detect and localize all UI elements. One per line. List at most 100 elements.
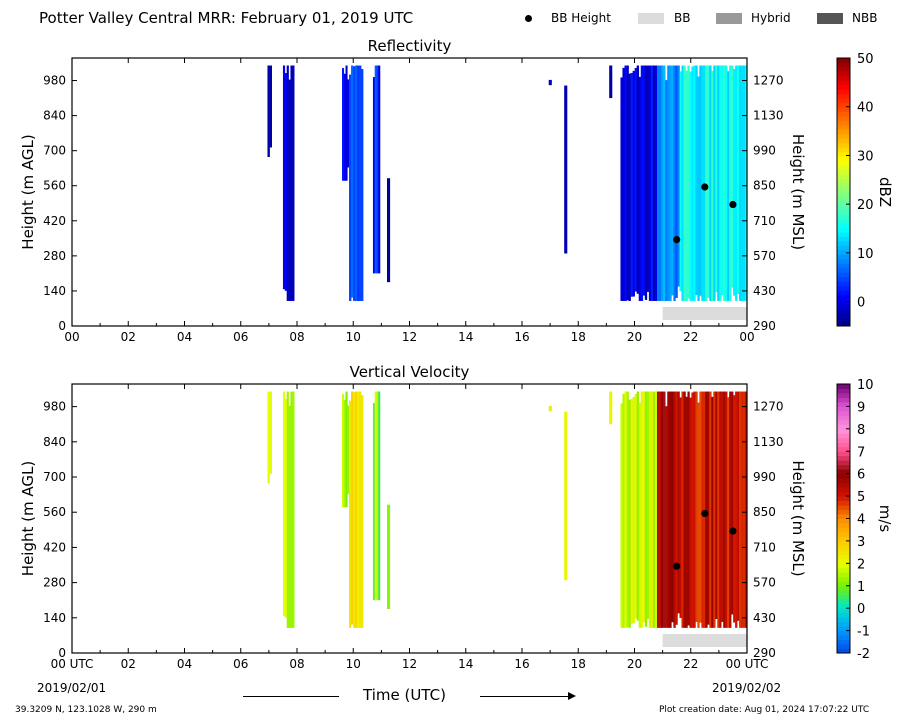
reflectivity-echo-band-10: [659, 65, 662, 301]
reflectivity-echo-band-11: [689, 71, 692, 301]
velocity-echo-band-9: [640, 391, 644, 628]
velocity-echo-band-10: [669, 391, 672, 628]
reflectivity-echo-band-2: [345, 65, 348, 181]
velocity-ytick-label-2: 280: [43, 576, 66, 590]
reflectivity-y2tick-label-6: 1130: [753, 109, 784, 123]
velocity-xtick-label-10: 20: [627, 657, 642, 671]
reflectivity-echo-band-10: [675, 65, 678, 298]
velocity-cb-tick-label-2: 0: [857, 602, 865, 617]
reflectivity-echo-band-9: [646, 65, 650, 292]
velocity-colorbar-step-58: [837, 388, 850, 394]
reflectivity-colorbar-step-32: [837, 178, 850, 184]
velocity-echo-band-9: [632, 396, 635, 624]
velocity-colorbar-step-19: [837, 563, 850, 569]
velocity-echo-band-3: [353, 392, 356, 628]
reflectivity-echo-band-11: [711, 70, 714, 301]
velocity-echo-band-11: [695, 391, 698, 622]
reflectivity-colorbar-step-51: [837, 93, 850, 99]
reflectivity-echo-band-3: [359, 65, 362, 301]
reflectivity-echo-band-9: [632, 70, 635, 297]
velocity-cb-tick-label-11: 9: [857, 400, 865, 415]
velocity-plot-area: [267, 391, 747, 647]
velocity-echo-band-11: [699, 391, 702, 623]
reflectivity-echo-band-10: [661, 65, 664, 301]
reflectivity-echo-band-11: [697, 76, 700, 301]
reflectivity-echo-band-11: [713, 65, 716, 301]
velocity-colorbar-step-50: [837, 424, 850, 430]
velocity-bb-point-2: [729, 527, 737, 535]
reflectivity-echo-band-9: [622, 67, 625, 301]
velocity-echo-band-11: [681, 391, 684, 628]
velocity-colorbar-step-43: [837, 455, 850, 461]
velocity-ytick-label-4: 560: [43, 505, 66, 519]
reflectivity-echo-band-1: [286, 65, 289, 301]
reflectivity-y2tick-label-2: 570: [753, 249, 776, 263]
velocity-echo-band-1: [284, 399, 287, 618]
velocity-echo-band-1: [290, 391, 293, 628]
velocity-colorbar-step-46: [837, 442, 850, 448]
reflectivity-colorbar-step-15: [837, 254, 850, 260]
velocity-colorbar-step-9: [837, 608, 850, 614]
reflectivity-echo-band-11: [693, 65, 696, 301]
velocity-colorbar-step-47: [837, 437, 850, 443]
velocity-bb-point-1: [701, 509, 709, 518]
velocity-colorbar-step-7: [837, 617, 850, 623]
velocity-colorbar-step-16: [837, 576, 850, 582]
velocity-y2tick-label-6: 1130: [753, 435, 784, 449]
reflectivity-echo-band-1: [288, 79, 291, 301]
velocity-y2tick-label-0: 290: [753, 646, 776, 660]
velocity-colorbar-step-41: [837, 464, 850, 470]
reflectivity-cb-tick-label-1: 10: [857, 247, 874, 262]
reflectivity-xtick-label-2: 04: [177, 330, 192, 344]
reflectivity-echo-band-8: [609, 65, 613, 99]
reflectivity-echo-band-11: [699, 65, 702, 296]
velocity-echo-band-7: [564, 411, 568, 581]
velocity-ytick-label-7: 980: [43, 400, 66, 414]
reflectivity-colorbar-step-26: [837, 205, 850, 211]
velocity-bb-point-0: [673, 562, 681, 570]
velocity-echo-band-9: [620, 403, 623, 628]
reflectivity-colorbar-step-57: [837, 66, 850, 72]
reflectivity-echo-band-10: [667, 65, 670, 301]
velocity-echo-band-4: [374, 391, 377, 601]
reflectivity-colorbar-step-43: [837, 129, 850, 135]
reflectivity-xtick-label-12: 00: [739, 330, 754, 344]
velocity-echo-band-10: [661, 391, 664, 628]
velocity-echo-band-9: [622, 393, 625, 628]
velocity-xtick-label-7: 14: [458, 657, 473, 671]
velocity-cb-tick-label-4: 2: [857, 557, 865, 572]
velocity-echo-band-10: [665, 406, 668, 628]
reflectivity-echo-band-3: [351, 65, 354, 298]
reflectivity-cb-tick-label-0: 0: [857, 296, 865, 311]
reflectivity-colorbar-step-28: [837, 196, 850, 202]
velocity-echo-band-3: [359, 391, 362, 628]
velocity-echo-band-6: [548, 405, 552, 412]
velocity-echo-band-11: [741, 391, 744, 628]
velocity-colorbar-step-12: [837, 594, 850, 600]
reflectivity-echo-band-9: [638, 76, 642, 301]
velocity-echo-band-10: [663, 391, 666, 628]
reflectivity-echo-band-10: [657, 65, 660, 301]
reflectivity-colorbar-step-16: [837, 250, 850, 255]
reflectivity-echo-band-5: [387, 178, 391, 283]
reflectivity-colorbar-step-19: [837, 236, 850, 242]
location-text: 39.3209 N, 123.1028 W, 290 m: [15, 705, 157, 715]
velocity-cb-tick-label-12: 10: [857, 378, 874, 393]
velocity-colorbar-step-23: [837, 545, 850, 551]
reflectivity-echo-band-11: [725, 65, 728, 301]
reflectivity-colorbar-step-37: [837, 156, 850, 162]
velocity-echo-band-11: [679, 397, 682, 618]
velocity-echo-band-11: [703, 391, 706, 628]
velocity-echo-band-10: [659, 391, 662, 628]
velocity-colorbar-step-14: [837, 585, 850, 591]
velocity-colorbar-step-29: [837, 518, 850, 524]
reflectivity-ytick-label-0: 0: [58, 319, 66, 333]
velocity-y2tick-label-7: 1270: [753, 400, 784, 414]
velocity-colorbar-step-4: [837, 630, 850, 636]
velocity-cb-tick-label-3: 1: [857, 580, 865, 595]
reflectivity-colorbar-label: dBZ: [876, 177, 894, 207]
reflectivity-colorbar-step-0: [837, 321, 850, 327]
velocity-echo-band-9: [628, 399, 631, 628]
reflectivity-colorbar-step-46: [837, 116, 850, 121]
velocity-echo-band-1: [288, 405, 291, 628]
